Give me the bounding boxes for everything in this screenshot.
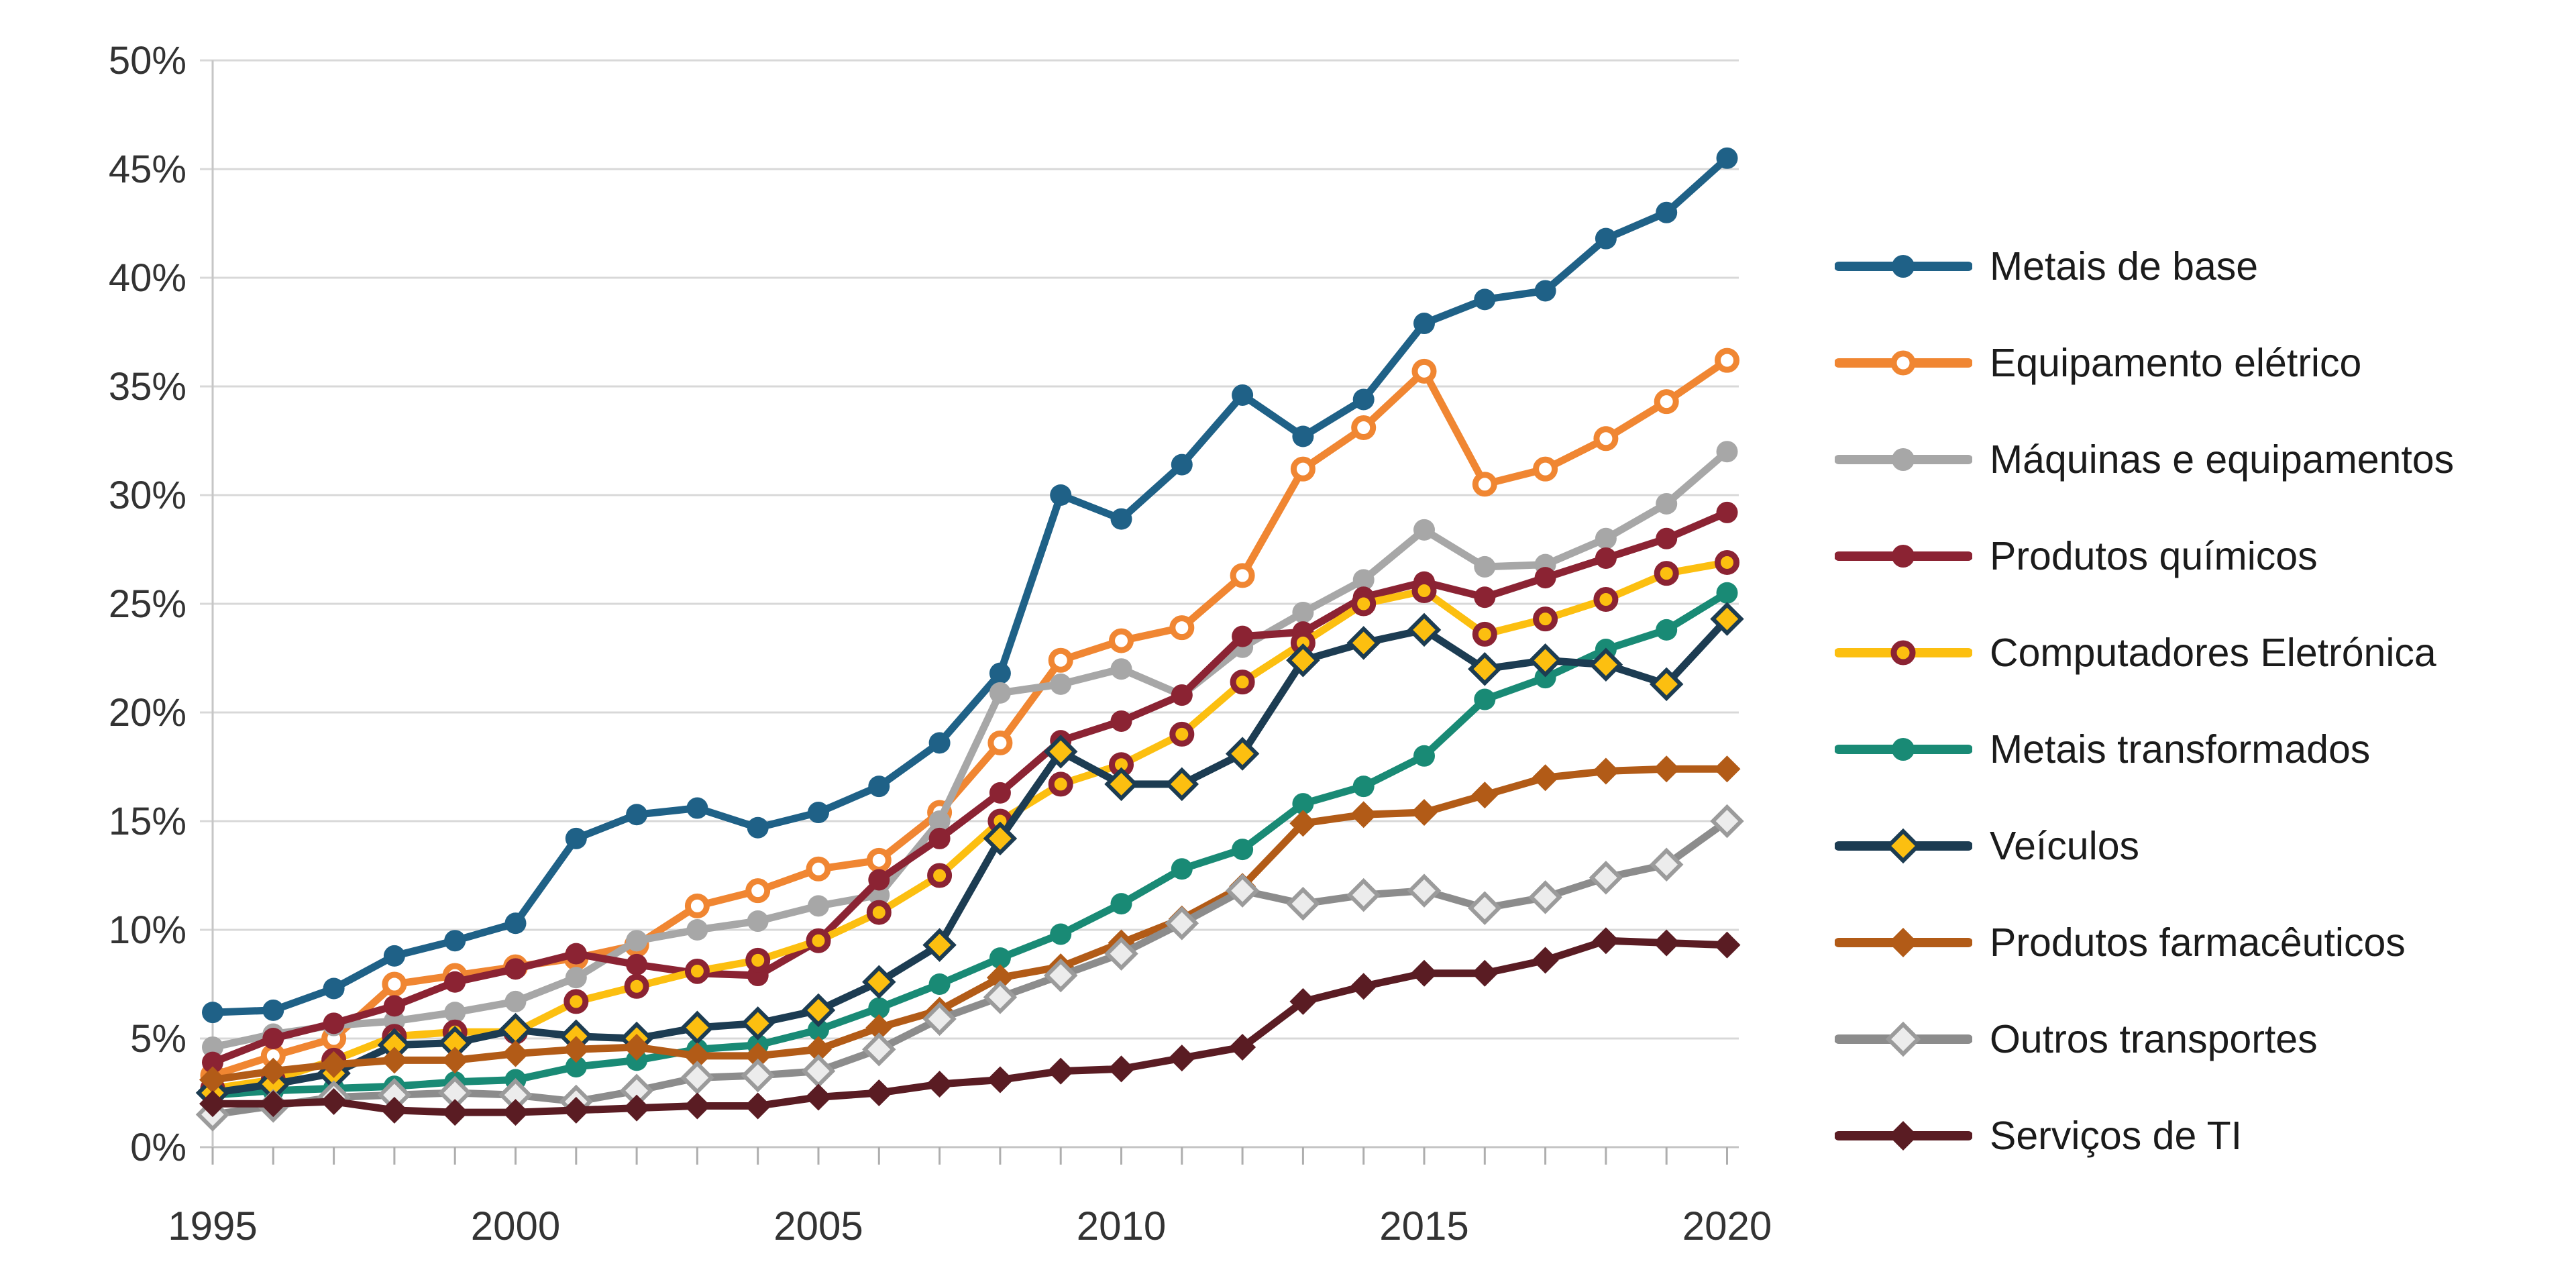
y-tick-label: 20% xyxy=(109,691,186,735)
legend-label-produtos-quimicos: Produtos químicos xyxy=(1990,534,2318,578)
y-tick-label: 0% xyxy=(130,1126,186,1169)
y-axis-labels: 0% 5% 10% 15% 20% 25% 30% 35% 40% 45% 50% xyxy=(109,39,186,1169)
legend-item-produtos-quimicos: Produtos químicos xyxy=(1835,508,2454,604)
legend-item-equipamento-eletrico: Equipamento elétrico xyxy=(1835,315,2454,411)
x-tick-label: 2010 xyxy=(1077,1204,1166,1248)
legend-item-servicos-de-ti: Serviços de TI xyxy=(1835,1087,2454,1184)
legend: Metais de base Equipamento elétrico Máquin… xyxy=(1835,218,2454,1184)
y-tick-label: 50% xyxy=(109,39,186,83)
legend-marker-computadores-eletronica xyxy=(1835,640,1972,665)
x-axis-labels: 1995 2000 2005 2010 2015 2020 xyxy=(168,1204,1772,1248)
legend-item-computadores-eletronica: Computadores Eletrónica xyxy=(1835,604,2454,701)
legend-marker-outros-transportes xyxy=(1835,1021,1972,1057)
legend-item-metais-transformados: Metais transformados xyxy=(1835,701,2454,798)
x-tick-label: 2005 xyxy=(773,1204,863,1248)
x-tick-label: 1995 xyxy=(168,1204,257,1248)
y-tick-label: 5% xyxy=(130,1017,186,1061)
y-tick-label: 15% xyxy=(109,800,186,843)
series-computadores-eletronica xyxy=(200,549,1739,1102)
y-tick-label: 35% xyxy=(109,365,186,409)
x-tick-label: 2020 xyxy=(1682,1204,1772,1248)
series-metais-de-base xyxy=(202,147,1738,1024)
legend-item-produtos-farmaceuticos: Produtos farmacêuticos xyxy=(1835,894,2454,991)
legend-marker-produtos-farmaceuticos xyxy=(1835,928,1972,957)
y-tick-label: 10% xyxy=(109,908,186,952)
y-tick-label: 25% xyxy=(109,582,186,626)
legend-label-metais-transformados: Metais transformados xyxy=(1990,727,2371,771)
y-tick-label: 30% xyxy=(109,474,186,517)
legend-marker-produtos-quimicos xyxy=(1835,545,1972,568)
legend-label-equipamento-eletrico: Equipamento elétrico xyxy=(1990,341,2362,385)
series-produtos-quimicos xyxy=(202,501,1738,1073)
series-servicos-de-ti xyxy=(199,927,1741,1126)
legend-label-maquinas-e-equipamentos: Máquinas e equipamentos xyxy=(1990,437,2455,482)
legend-item-outros-transportes: Outros transportes xyxy=(1835,991,2454,1087)
x-axis-ticks xyxy=(211,1147,1728,1165)
legend-label-produtos-farmaceuticos: Produtos farmacêuticos xyxy=(1990,920,2406,965)
gridlines xyxy=(200,59,1739,1149)
legend-marker-equipamento-eletrico xyxy=(1835,350,1972,376)
legend-label-servicos-de-ti: Serviços de TI xyxy=(1990,1114,2243,1158)
legend-label-outros-transportes: Outros transportes xyxy=(1990,1017,2318,1061)
legend-label-veiculos: Veículos xyxy=(1990,824,2140,868)
y-tick-label: 45% xyxy=(109,148,186,191)
legend-marker-metais-transformados xyxy=(1835,738,1972,761)
legend-label-computadores-eletronica: Computadores Eletrónica xyxy=(1990,631,2436,675)
legend-item-maquinas-e-equipamentos: Máquinas e equipamentos xyxy=(1835,411,2454,508)
legend-marker-servicos-de-ti xyxy=(1835,1121,1972,1151)
legend-item-metais-de-base: Metais de base xyxy=(1835,218,2454,315)
legend-item-veiculos: Veículos xyxy=(1835,798,2454,894)
legend-marker-veiculos xyxy=(1835,828,1972,864)
x-tick-label: 2000 xyxy=(471,1204,560,1248)
x-tick-label: 2015 xyxy=(1379,1204,1468,1248)
y-tick-label: 40% xyxy=(109,256,186,300)
legend-label-metais-de-base: Metais de base xyxy=(1990,244,2259,288)
legend-marker-maquinas-e-equipamentos xyxy=(1835,448,1972,471)
legend-marker-metais-de-base xyxy=(1835,255,1972,278)
